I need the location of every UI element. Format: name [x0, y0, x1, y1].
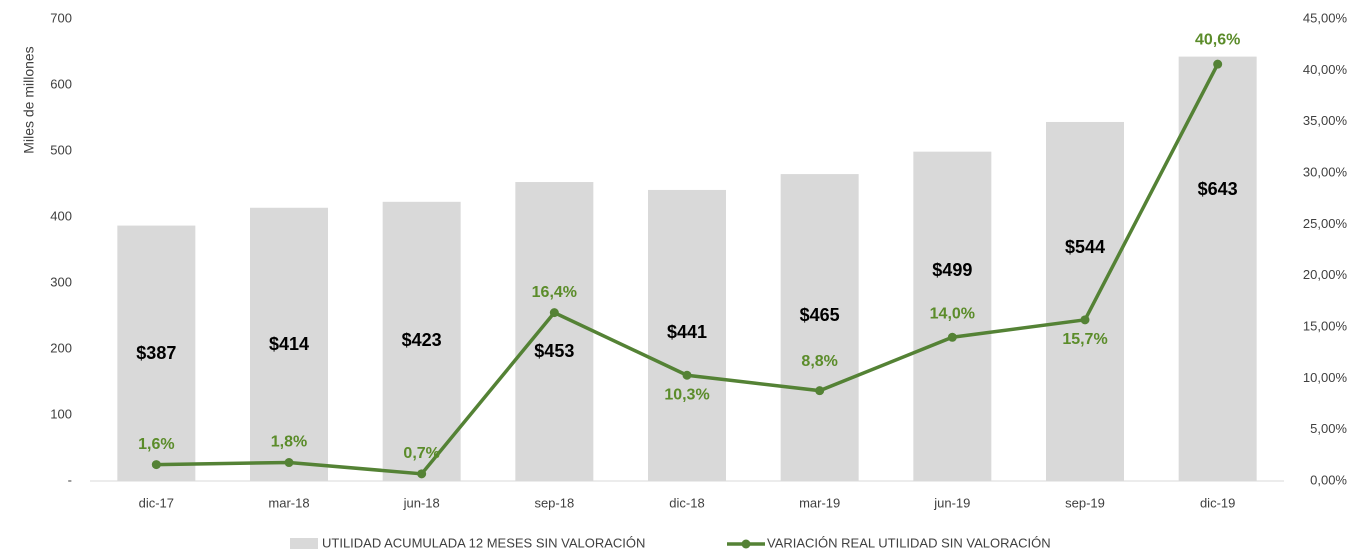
- y-axis-label: Miles de millones: [21, 46, 37, 153]
- line-label: 1,8%: [271, 434, 307, 451]
- bar: [515, 182, 594, 481]
- bar: [382, 201, 461, 481]
- marker: [1213, 59, 1223, 69]
- x-tick-label: dic-17: [139, 495, 174, 510]
- y2-tick-label: 30,00%: [1303, 164, 1348, 179]
- line-label: 16,4%: [532, 284, 577, 301]
- bar: [913, 151, 992, 481]
- x-tick-label: mar-19: [799, 495, 840, 510]
- y2-tick-label: 45,00%: [1303, 10, 1348, 25]
- bar-label: $499: [932, 260, 972, 280]
- line-label: 8,8%: [801, 353, 837, 370]
- legend-label: UTILIDAD ACUMULADA 12 MESES SIN VALORACI…: [322, 535, 645, 550]
- bar: [780, 174, 859, 481]
- line-label: 40,6%: [1195, 31, 1240, 48]
- y2-tick-label: 25,00%: [1303, 216, 1348, 231]
- bar-label: $453: [534, 341, 574, 361]
- legend-label: VARIACIÓN REAL UTILIDAD SIN VALORACIÓN: [767, 535, 1051, 550]
- bar-label: $423: [402, 330, 442, 350]
- legend-marker: [741, 539, 751, 549]
- x-tick-label: jun-19: [933, 495, 970, 510]
- y-tick-label: 600: [50, 76, 72, 91]
- line-label: 1,6%: [138, 436, 174, 453]
- bar: [250, 207, 328, 481]
- line-label: 14,0%: [930, 305, 975, 322]
- line-label: 15,7%: [1062, 331, 1107, 348]
- y2-tick-label: 20,00%: [1303, 267, 1348, 282]
- marker: [549, 308, 559, 318]
- y-tick-label: 200: [50, 340, 72, 355]
- marker: [682, 370, 692, 380]
- bar-label: $465: [800, 305, 840, 325]
- y2-tick-label: 35,00%: [1303, 113, 1348, 128]
- bar-label: $441: [667, 322, 707, 342]
- bar: [1046, 121, 1124, 482]
- y-tick-label: 300: [50, 274, 72, 289]
- bar-label: $387: [136, 343, 176, 363]
- x-tick-label: sep-19: [1065, 495, 1105, 510]
- bar: [648, 189, 726, 481]
- x-tick-label: dic-19: [1200, 495, 1235, 510]
- x-tick-label: sep-18: [534, 495, 574, 510]
- bar-label: $544: [1065, 237, 1105, 257]
- y2-tick-label: 0,00%: [1310, 472, 1347, 487]
- marker: [947, 332, 957, 342]
- y-tick-label: 700: [50, 10, 72, 25]
- marker: [1080, 315, 1090, 325]
- y2-tick-label: 40,00%: [1303, 62, 1348, 77]
- y-tick-label: -: [68, 472, 72, 487]
- marker: [815, 386, 825, 396]
- x-tick-label: dic-18: [669, 495, 704, 510]
- bar: [1178, 56, 1257, 482]
- bar-label: $643: [1198, 179, 1238, 199]
- marker: [284, 458, 294, 468]
- bar: [117, 225, 196, 481]
- marker: [417, 469, 427, 479]
- line-label: 0,7%: [403, 445, 439, 462]
- y2-tick-label: 10,00%: [1303, 370, 1348, 385]
- legend-swatch: [290, 538, 318, 549]
- y2-tick-label: 5,00%: [1310, 421, 1347, 436]
- x-tick-label: mar-18: [268, 495, 309, 510]
- marker: [151, 460, 161, 470]
- y-tick-label: 400: [50, 208, 72, 223]
- y-tick-label: 500: [50, 142, 72, 157]
- y2-tick-label: 15,00%: [1303, 318, 1348, 333]
- bar-label: $414: [269, 334, 309, 354]
- line-label: 10,3%: [664, 386, 709, 403]
- x-tick-label: jun-18: [403, 495, 440, 510]
- y-tick-label: 100: [50, 406, 72, 421]
